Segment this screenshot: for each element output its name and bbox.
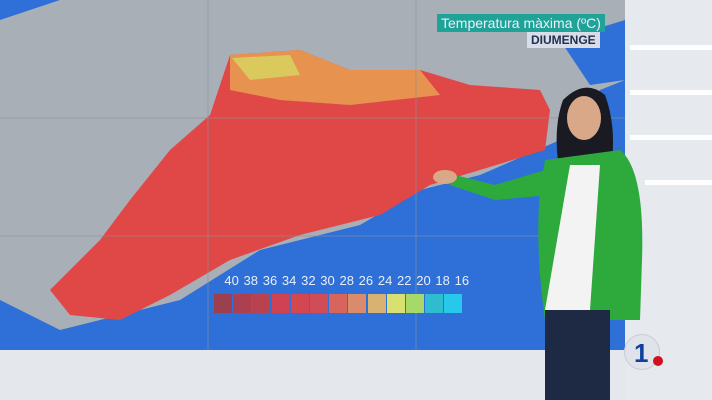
legend-label: 40 — [224, 273, 239, 288]
presenter — [433, 87, 643, 400]
legend-swatch — [329, 294, 348, 313]
legend-labels: 40 38 36 34 32 30 28 26 24 22 20 18 16 — [222, 273, 471, 288]
legend-swatch — [214, 294, 232, 313]
legend-label: 32 — [301, 273, 316, 288]
legend-swatch — [271, 294, 290, 313]
legend-swatch — [367, 294, 386, 313]
legend-label: 36 — [262, 273, 278, 288]
legend-label: 20 — [416, 273, 431, 288]
presenter-shirt — [545, 165, 600, 310]
legend-swatch — [233, 294, 252, 313]
legend-swatches — [214, 294, 463, 313]
legend-swatch — [252, 294, 271, 313]
map-day-label: DIUMENGE — [527, 32, 600, 48]
presenter-trousers — [545, 310, 610, 400]
legend-label: 38 — [243, 273, 259, 288]
legend-label: 18 — [435, 273, 450, 288]
legend-swatch — [309, 294, 328, 313]
legend-swatch — [348, 294, 367, 313]
legend-label: 28 — [339, 273, 354, 288]
legend-label: 26 — [358, 273, 374, 288]
legend-swatch — [405, 294, 424, 313]
legend-label: 24 — [377, 273, 393, 288]
map-title: Temperatura màxima (ºC) — [437, 14, 605, 32]
legend-label: 16 — [454, 273, 470, 288]
legend-swatch — [425, 294, 444, 313]
legend-swatch — [444, 294, 463, 313]
legend-swatch — [386, 294, 405, 313]
tve-logo: 1 — [624, 334, 663, 370]
legend-label: 30 — [320, 273, 335, 288]
presenter-face — [567, 96, 601, 140]
legend-swatch — [290, 294, 309, 313]
sea — [0, 80, 625, 350]
presenter-arm — [450, 170, 550, 200]
legend-label: 34 — [281, 273, 297, 288]
legend-label: 22 — [397, 273, 412, 288]
presenter-hand — [433, 170, 457, 184]
weather-map — [0, 0, 625, 350]
